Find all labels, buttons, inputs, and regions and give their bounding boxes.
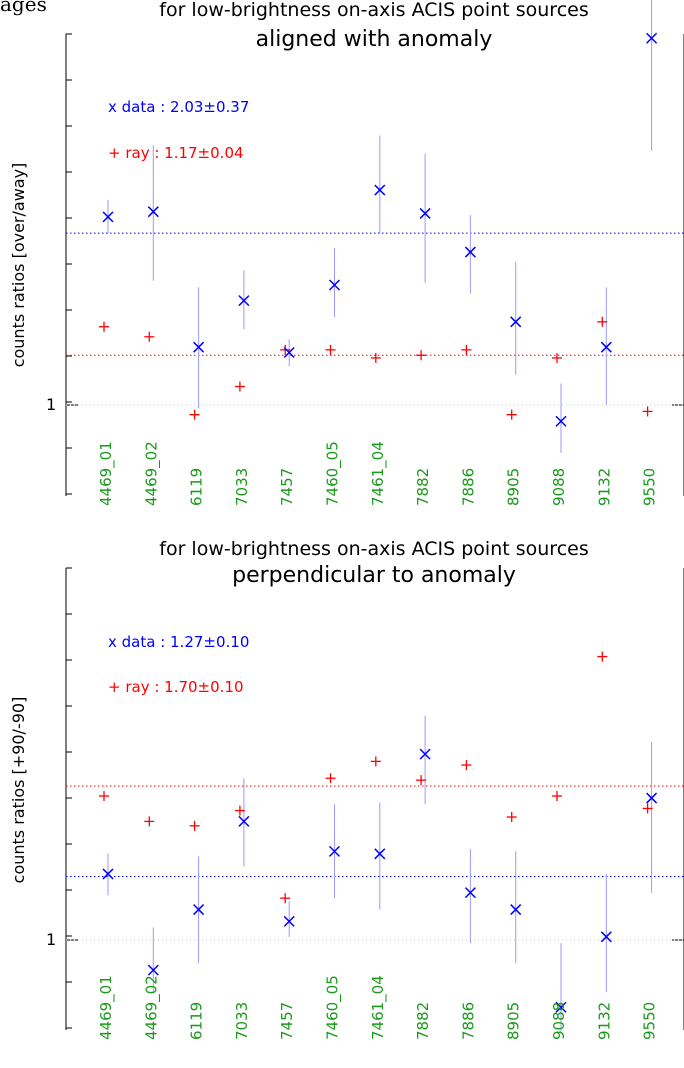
ray-point	[552, 791, 562, 802]
data-point	[283, 915, 295, 927]
y-axis-label: counts ratios [+90/-90]	[9, 697, 28, 884]
ray-point	[99, 321, 109, 332]
x-tick-label: 7461_04	[369, 975, 388, 1040]
chart-title-line2: aligned with anomaly	[256, 27, 493, 52]
ray-point	[597, 316, 608, 327]
x-tick-label: 7461_04	[369, 441, 388, 506]
x-tick-label: 7033	[233, 1002, 251, 1040]
x-tick-label: 4469_02	[142, 975, 161, 1040]
legend-ray: + ray : 1.17±0.04	[108, 144, 244, 162]
y-axis-label: counts ratios [over/away]	[9, 163, 28, 368]
ray-point	[416, 350, 427, 361]
ray-point	[642, 803, 653, 814]
ray-point	[506, 409, 517, 420]
ray-point	[144, 816, 155, 827]
data-point	[419, 207, 431, 219]
data-point	[600, 341, 612, 353]
chart-title-line1: for low-brightness on-axis ACIS point so…	[159, 0, 589, 21]
ray-point	[280, 344, 291, 355]
x-tick-label: 6119	[188, 1002, 206, 1040]
x-tick-labels: 4469_01 4469_02 6119 7033 7457 7460_05 7461_04…	[97, 975, 659, 1040]
ray-point	[234, 381, 245, 392]
data-point	[193, 341, 205, 353]
x-tick-label: 9550	[641, 1002, 659, 1040]
data-point	[374, 848, 386, 860]
ray-point	[234, 805, 245, 816]
data-point	[555, 415, 567, 427]
data-point	[238, 815, 250, 827]
ray-point	[325, 344, 336, 355]
data-point	[646, 32, 658, 44]
x-tick-label: 4469_02	[142, 441, 161, 506]
y-tick-label: 1	[46, 930, 56, 949]
data-point	[283, 346, 295, 359]
ray-point	[461, 760, 472, 771]
x-tick-label: 7460_05	[324, 441, 343, 506]
x-tick-label: 9132	[595, 1002, 613, 1040]
data-point	[510, 904, 522, 916]
x-tick-label: 7882	[414, 468, 432, 506]
ray-point	[189, 820, 200, 831]
data-point	[238, 295, 250, 307]
plot-marks	[66, 0, 684, 453]
ray-point	[325, 773, 336, 784]
data-point	[102, 868, 114, 880]
x-tick-label: 8905	[505, 1002, 523, 1040]
x-tick-label: 4469_01	[97, 975, 116, 1040]
x-tick-label: 6119	[188, 468, 206, 506]
data-point	[464, 887, 476, 899]
data-point	[555, 1001, 567, 1013]
ray-point	[280, 893, 291, 904]
x-tick-labels: 4469_01 4469_02 6119 7033 7457 7460_05 7461_04…	[97, 441, 659, 506]
x-tick-label: 7886	[459, 468, 477, 506]
ray-point	[99, 791, 109, 802]
legend-ray: + ray : 1.70±0.10	[108, 678, 244, 696]
chart-title-line2: perpendicular to anomaly	[232, 563, 516, 588]
legend-data: x data : 1.27±0.10	[108, 633, 249, 651]
ray-point	[552, 352, 562, 363]
chart-title-line1: for low-brightness on-axis ACIS point so…	[159, 538, 589, 560]
data-point	[600, 931, 612, 943]
y-tick-label: 1	[46, 395, 56, 414]
data-point	[464, 246, 476, 258]
x-tick-label: 7457	[278, 468, 296, 506]
x-tick-label: 8905	[505, 468, 523, 506]
x-tick-label: 7033	[233, 468, 251, 506]
panel-aligned: for low-brightness on-axis ACIS point so…	[9, 0, 684, 506]
data-point	[147, 206, 159, 218]
data-point	[328, 279, 341, 291]
x-tick-label: 4469_01	[97, 441, 116, 506]
ray-point	[189, 409, 200, 420]
ray-point	[370, 756, 381, 767]
plot-marks	[66, 651, 684, 1032]
cropped-header-text: ages	[0, 0, 47, 16]
ray-point	[461, 344, 472, 355]
ray-point	[506, 812, 517, 823]
data-point	[328, 845, 341, 857]
ray-point	[370, 352, 381, 363]
legend-data: x data : 2.03±0.37	[108, 98, 249, 116]
data-point	[102, 211, 114, 223]
panel-perpendicular: for low-brightness on-axis ACIS point so…	[9, 538, 684, 1040]
x-tick-label: 9088	[550, 468, 568, 506]
y-minor-ticks	[66, 33, 684, 495]
x-tick-label: 9550	[641, 468, 659, 506]
x-tick-label: 9088	[550, 1002, 568, 1040]
ray-point	[416, 775, 427, 786]
ray-point	[642, 406, 653, 417]
data-point	[419, 748, 431, 760]
ray-point	[597, 651, 608, 662]
data-point	[193, 904, 205, 916]
data-point	[646, 792, 658, 804]
x-tick-label: 7886	[459, 1002, 477, 1040]
x-tick-label: 7460_05	[324, 975, 343, 1040]
data-point	[510, 316, 522, 328]
x-tick-label: 7457	[278, 1002, 296, 1040]
x-tick-label: 7882	[414, 1002, 432, 1040]
x-tick-label: 9132	[595, 468, 613, 506]
data-point	[374, 184, 386, 196]
ray-point	[144, 331, 155, 342]
data-point	[147, 964, 159, 976]
